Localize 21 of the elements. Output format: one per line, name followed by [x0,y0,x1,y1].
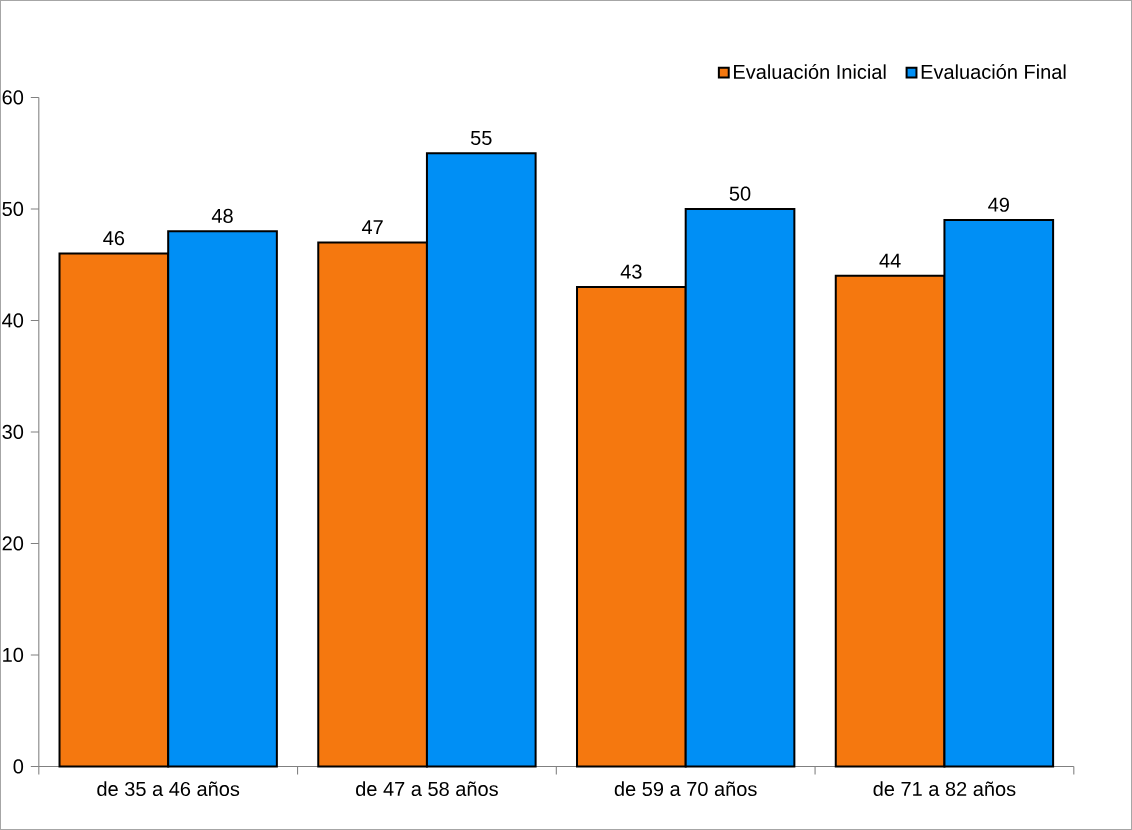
legend-label: Evaluación Inicial [734,64,886,79]
x-tick-label: de 47 a 58 años [356,781,498,797]
x-tick-label: de 35 a 46 años [97,781,240,797]
data-label: 55 [470,130,492,145]
data-label: 44 [879,253,901,268]
y-tick-label: 0 [13,759,24,774]
y-tick-label: 40 [2,313,24,328]
legend-label: Evaluación Final [921,64,1066,79]
data-label: 43 [620,264,642,279]
x-tick-label: de 71 a 82 años [873,781,1016,797]
data-label: 49 [988,197,1009,212]
y-tick-label: 20 [2,536,24,551]
y-tick-label: 50 [2,201,24,217]
y-tick-label: 30 [2,424,24,440]
y-tick-label: 10 [3,647,24,662]
x-tick-label: de 59 a 70 años [614,781,757,797]
data-label: 50 [729,186,751,201]
data-label: 48 [211,208,233,223]
y-tick-label: 60 [2,90,24,105]
data-label: 46 [103,231,125,246]
data-label: 47 [361,220,383,235]
